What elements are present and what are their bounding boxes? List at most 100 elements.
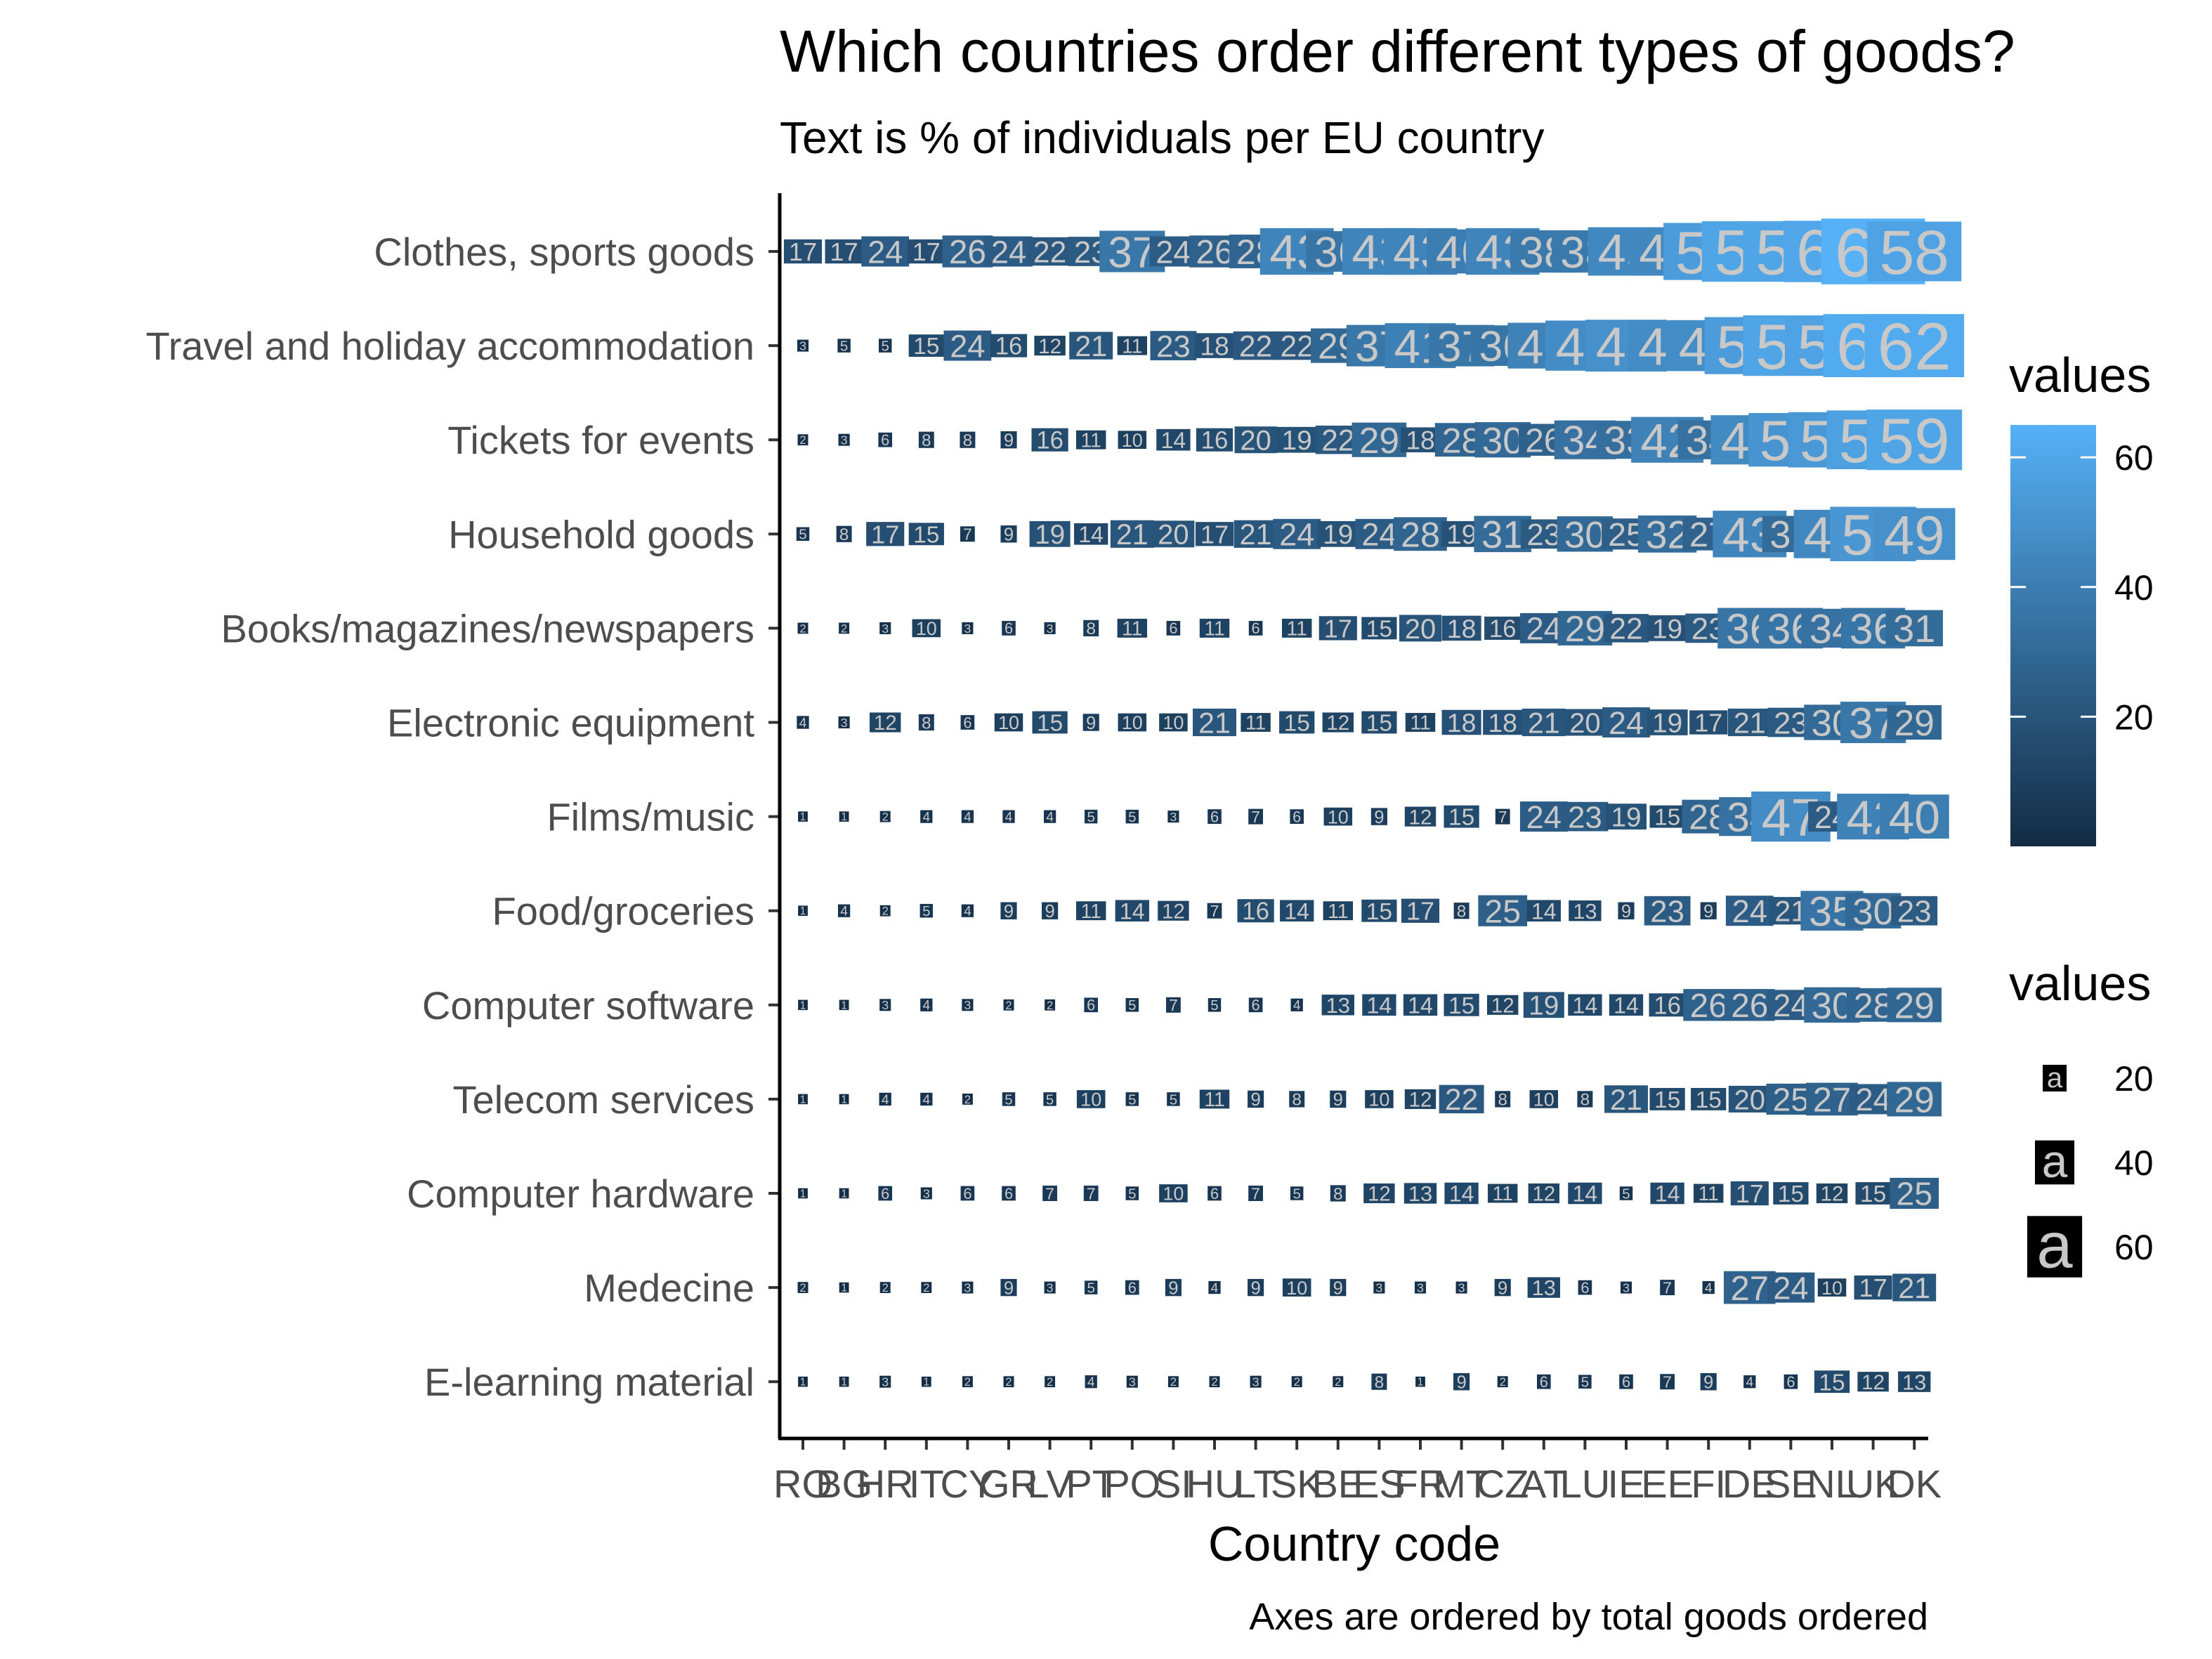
heatmap-cell: 5 — [1043, 1091, 1056, 1108]
heatmap-cell: 6 — [1084, 997, 1099, 1014]
cell-label-box — [878, 432, 893, 447]
cell-label-box — [797, 622, 809, 634]
cell-value: 28 — [1442, 420, 1481, 460]
cell-value: 22 — [1281, 329, 1314, 363]
cell-label-box — [1166, 621, 1181, 636]
heatmap-cell: 6 — [960, 1185, 975, 1202]
cell-label-box — [1237, 899, 1274, 923]
cell-value: 24 — [1156, 234, 1191, 270]
heatmap-cell: 6 — [878, 431, 893, 449]
heatmap-cell: 3 — [962, 622, 974, 636]
cell-label-box — [1209, 1376, 1220, 1388]
cell-label-box — [943, 330, 992, 361]
cell-value: 9 — [1004, 902, 1014, 922]
cell-value: 2 — [799, 433, 806, 447]
heatmap-cell: 17 — [825, 237, 863, 266]
cell-value: 15 — [1448, 805, 1474, 831]
cell-value: 3 — [1170, 810, 1177, 824]
heatmap-cell: 4 — [797, 716, 809, 730]
cell-label-box — [1085, 1375, 1097, 1389]
heatmap-cell: 14 — [1156, 428, 1191, 453]
cell-label-box — [918, 714, 934, 731]
cell-value: 14 — [1284, 898, 1309, 924]
y-tick-label: Films/music — [547, 795, 754, 839]
cell-value: 2 — [882, 1281, 889, 1294]
heatmap-cell: 10 — [1159, 712, 1188, 733]
cell-label-box — [1689, 710, 1728, 735]
color-legend-tick-label: 60 — [2114, 438, 2154, 478]
heatmap-cell: 12 — [1857, 1371, 1889, 1394]
cell-value: 20 — [1240, 426, 1271, 457]
heatmap-cell: 7 — [1248, 808, 1263, 826]
heatmap-cell: 29 — [1557, 608, 1613, 649]
heatmap-cell: 23 — [1150, 329, 1197, 364]
size-legend-tick-label: 60 — [2114, 1228, 2154, 1267]
cell-label-box — [1619, 1374, 1633, 1389]
heatmap-cell: 21 — [1110, 518, 1154, 551]
cell-label-box — [920, 1187, 932, 1200]
cell-label-box — [1273, 518, 1321, 549]
cell-value: 24 — [868, 234, 903, 270]
cell-value: 17 — [871, 520, 899, 549]
heatmap-cell: 16 — [1031, 427, 1068, 454]
x-tick-label: DK — [1887, 1462, 1942, 1506]
heatmap-cell: 23 — [1644, 895, 1691, 929]
heatmap-cell: 9 — [1000, 431, 1017, 450]
cell-value: 24 — [1773, 1270, 1808, 1306]
heatmap-cell: 1 — [798, 1377, 808, 1389]
cell-value: 2 — [799, 1281, 806, 1294]
cell-value: 17 — [1859, 1273, 1887, 1302]
cell-label-box — [1003, 999, 1014, 1011]
heatmap-cell: 6 — [1536, 1373, 1551, 1391]
cell-label-box — [1365, 1090, 1394, 1108]
cell-label-box — [1156, 428, 1191, 451]
heatmap-cell: 8 — [918, 431, 934, 450]
cell-value: 8 — [839, 525, 849, 544]
cell-label-box — [1439, 1084, 1484, 1114]
cell-label-box — [1404, 806, 1437, 827]
heatmap-cell: 2 — [797, 1281, 809, 1294]
cell-label-box — [1604, 1085, 1648, 1113]
cell-label-box — [1208, 1280, 1221, 1294]
y-tick-label: Household goods — [448, 512, 754, 556]
cell-label-box — [1208, 998, 1222, 1012]
cell-label-box — [798, 905, 808, 916]
heatmap-cell: 8 — [1495, 1091, 1511, 1110]
heatmap-cell: 7 — [1660, 1373, 1675, 1391]
heatmap-cell: 7 — [1083, 1184, 1099, 1202]
cell-value: 21 — [1198, 707, 1231, 739]
cell-value: 4 — [799, 716, 807, 730]
cell-label-box — [1898, 1371, 1931, 1392]
cell-value: 23 — [1650, 895, 1684, 929]
heatmap-cell: 15 — [1649, 805, 1685, 831]
heatmap-cell: 13 — [1403, 1181, 1437, 1206]
heatmap-cell: 15 — [1773, 1181, 1809, 1207]
cell-value: 5 — [1210, 997, 1218, 1014]
heatmap-cell: 17 — [866, 520, 905, 549]
cell-value: 3 — [799, 339, 806, 353]
cell-label-box — [1042, 902, 1059, 919]
heatmap-cell: 7 — [1660, 1278, 1675, 1297]
cell-value: 1 — [800, 905, 806, 917]
cell-label-box — [1241, 713, 1271, 732]
heatmap-cell: 11 — [1117, 617, 1148, 640]
cell-label-box — [1527, 1277, 1560, 1298]
cell-label-box — [1167, 1092, 1180, 1106]
heatmap-cell: 18 — [1483, 708, 1523, 737]
x-tick-label: BE — [1311, 1462, 1364, 1506]
cell-label-box — [1568, 1182, 1602, 1205]
cell-value: 23 — [1897, 895, 1932, 929]
heatmap-cell: 14 — [1115, 898, 1149, 924]
x-tick-label: PT — [1066, 1462, 1116, 1506]
cell-value: 4 — [882, 1093, 889, 1108]
heatmap-cell: 22 — [1439, 1083, 1484, 1117]
cell-label-box — [1725, 896, 1774, 926]
cell-label-box — [1167, 1376, 1179, 1388]
heatmap-cell: 3 — [1044, 622, 1056, 636]
cell-label-box — [1444, 993, 1479, 1016]
cell-label-box — [1208, 1186, 1222, 1201]
cell-value: 19 — [1611, 803, 1641, 833]
cell-label-box — [839, 622, 850, 634]
cell-label-box — [1363, 1183, 1395, 1204]
heatmap-cell: 6 — [1208, 808, 1222, 825]
